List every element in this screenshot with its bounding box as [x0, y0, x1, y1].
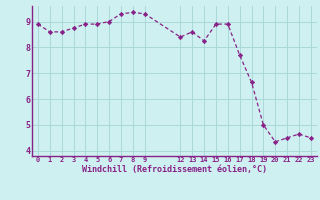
- X-axis label: Windchill (Refroidissement éolien,°C): Windchill (Refroidissement éolien,°C): [82, 165, 267, 174]
